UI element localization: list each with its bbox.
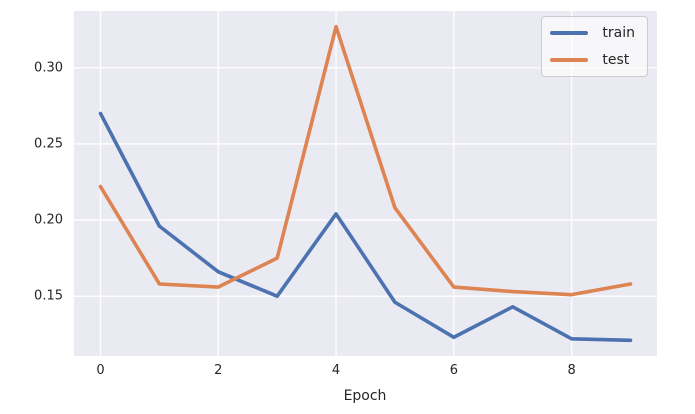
train-line: [98, 111, 633, 343]
x-axis-label: Epoch: [343, 388, 387, 404]
x-tick-label: 0: [96, 363, 105, 378]
legend-item-train: train: [550, 24, 635, 42]
plot-area: train test: [74, 11, 657, 356]
y-tick-label: 0.20: [34, 212, 63, 228]
legend-label-test: test: [602, 52, 630, 68]
train-line-swatch: [550, 31, 589, 35]
legend: train test: [541, 16, 648, 77]
x-tick-label: 6: [449, 363, 458, 378]
x-tick-label: 4: [331, 363, 341, 378]
y-tick-label: 0.25: [34, 136, 63, 152]
test-line-swatch: [550, 58, 589, 62]
legend-item-test: test: [550, 51, 635, 69]
y-tick-label: 0.30: [34, 60, 63, 76]
legend-label-train: train: [602, 25, 635, 41]
y-tick-label: 0.15: [34, 288, 63, 304]
line-chart: [74, 11, 657, 356]
test-line: [98, 24, 633, 297]
x-tick-label: 2: [214, 363, 223, 378]
x-tick-label: 8: [567, 363, 576, 378]
